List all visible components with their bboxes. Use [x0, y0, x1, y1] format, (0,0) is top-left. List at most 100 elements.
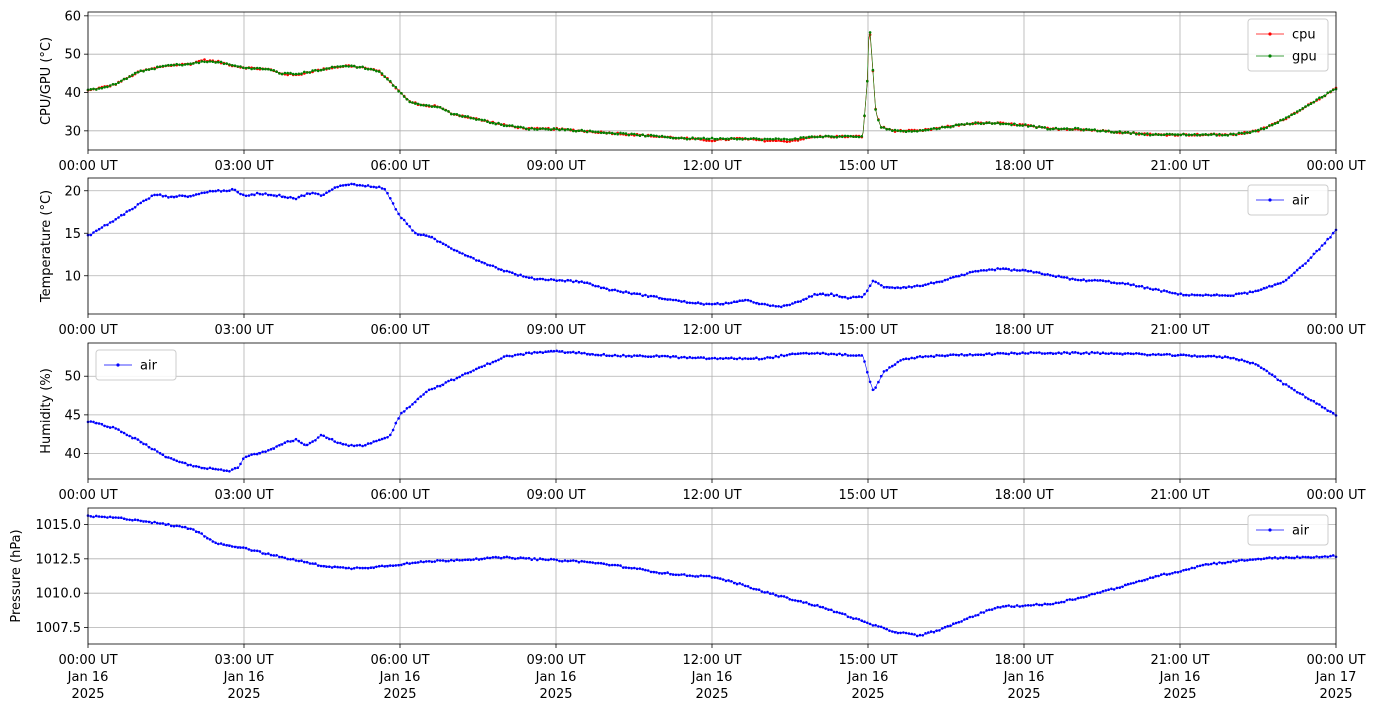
data-point — [436, 384, 439, 388]
y-tick-label: 1010.0 — [36, 587, 82, 602]
data-point — [125, 210, 129, 213]
data-point — [172, 63, 176, 67]
data-point — [1237, 358, 1241, 362]
data-point — [591, 283, 594, 287]
data-point — [1146, 353, 1149, 357]
data-point — [1010, 351, 1013, 355]
data-point — [799, 300, 802, 303]
data-point — [1076, 278, 1080, 282]
data-point — [1110, 281, 1113, 285]
data-point — [1140, 284, 1144, 288]
data-point — [433, 387, 437, 390]
data-point — [197, 465, 201, 469]
data-point — [871, 388, 875, 392]
data-point — [1326, 555, 1329, 559]
data-point — [211, 60, 215, 63]
data-point — [524, 127, 528, 131]
data-point — [599, 354, 603, 357]
data-point — [477, 366, 481, 369]
data-point — [1046, 352, 1049, 355]
data-point — [1173, 292, 1177, 295]
data-point — [891, 364, 894, 368]
data-point — [940, 125, 944, 129]
data-point — [563, 351, 567, 355]
data-point — [394, 421, 398, 425]
data-point — [161, 195, 165, 198]
data-point — [619, 355, 622, 358]
data-point — [269, 553, 273, 557]
data-point — [203, 58, 206, 61]
data-point — [316, 564, 320, 567]
y-tick-label: 10 — [64, 269, 81, 284]
data-point — [1259, 366, 1263, 370]
data-point — [768, 592, 772, 595]
data-point — [555, 127, 558, 131]
data-point — [203, 60, 206, 64]
data-point — [1165, 352, 1169, 356]
data-point — [1107, 352, 1110, 356]
data-point — [1054, 601, 1058, 605]
data-point — [142, 199, 145, 203]
data-point — [1331, 231, 1335, 235]
data-point — [1312, 100, 1316, 104]
data-point — [427, 104, 431, 107]
data-point — [694, 301, 697, 305]
data-point — [1154, 132, 1157, 136]
data-point — [1301, 393, 1304, 396]
data-point — [832, 135, 836, 139]
data-point — [846, 297, 850, 300]
data-point — [666, 354, 669, 358]
data-point — [533, 557, 536, 560]
data-point — [499, 556, 503, 560]
data-point — [755, 356, 758, 360]
data-point — [744, 357, 747, 360]
data-point — [1112, 352, 1116, 356]
data-point — [430, 560, 434, 564]
data-point — [810, 135, 814, 138]
data-point — [97, 227, 101, 231]
data-point — [469, 255, 473, 259]
data-point — [153, 193, 156, 197]
data-point — [544, 558, 547, 562]
data-point — [1323, 555, 1327, 558]
data-point — [269, 68, 273, 72]
data-point — [835, 353, 839, 357]
x-tick-label: 03:00 UT — [214, 488, 273, 503]
data-point — [874, 280, 877, 284]
data-point — [167, 456, 170, 459]
data-point — [1243, 559, 1246, 562]
data-point — [1295, 555, 1299, 558]
data-point — [979, 269, 983, 272]
data-point — [494, 266, 498, 269]
data-point — [1215, 134, 1218, 137]
data-point — [780, 305, 783, 309]
data-point — [391, 84, 395, 87]
data-point — [982, 122, 986, 125]
data-point — [458, 559, 461, 562]
data-point — [688, 137, 692, 141]
data-point — [699, 137, 703, 140]
data-point — [1179, 292, 1182, 296]
data-point — [630, 355, 633, 358]
data-point — [1221, 561, 1224, 565]
data-point — [303, 194, 306, 198]
data-point — [793, 137, 797, 140]
data-point — [1293, 271, 1296, 275]
data-point — [1074, 351, 1077, 354]
data-point — [347, 444, 351, 448]
data-point — [566, 351, 570, 354]
data-point — [707, 137, 711, 141]
data-point — [663, 135, 667, 139]
data-point — [438, 559, 442, 562]
data-point — [1259, 557, 1263, 561]
data-point — [308, 192, 312, 196]
data-point — [716, 357, 719, 361]
data-point — [1290, 386, 1293, 390]
data-point — [599, 286, 603, 290]
data-point — [996, 605, 999, 609]
data-point — [97, 87, 101, 90]
data-point — [921, 129, 925, 132]
data-point — [311, 69, 314, 72]
data-point — [730, 356, 733, 360]
